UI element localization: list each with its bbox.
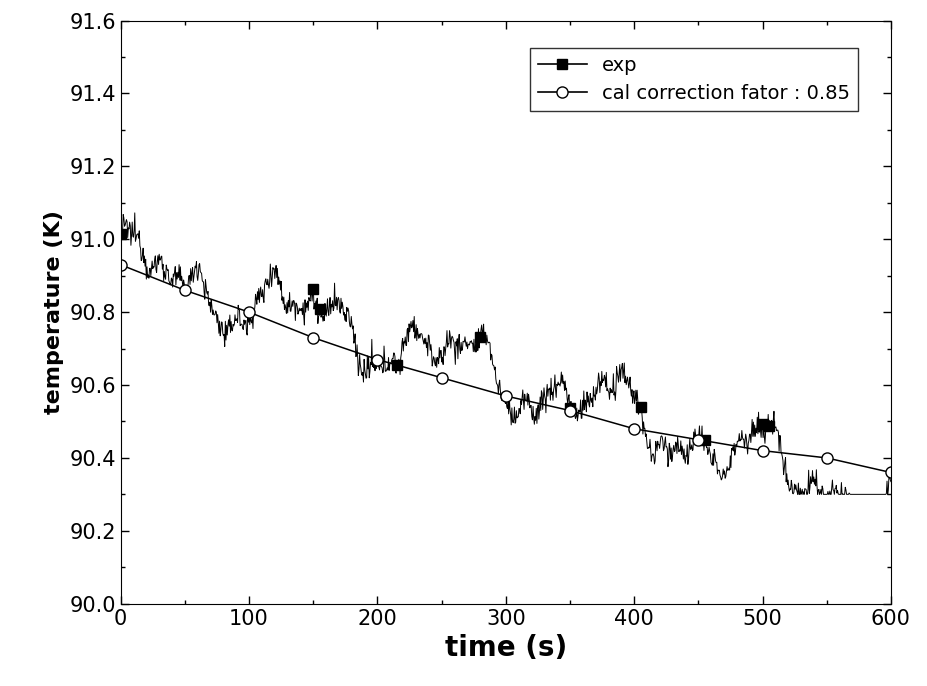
Y-axis label: temperature (K): temperature (K)	[44, 210, 64, 414]
exp	[115, 230, 126, 238]
exp	[307, 285, 319, 293]
exp	[756, 421, 768, 429]
exp	[313, 305, 324, 314]
exp	[763, 422, 774, 430]
exp	[698, 436, 709, 444]
exp	[634, 403, 645, 411]
X-axis label: time (s): time (s)	[444, 634, 566, 662]
exp	[564, 403, 575, 412]
exp	[474, 333, 485, 341]
Line: exp: exp	[116, 229, 773, 445]
exp	[390, 362, 401, 370]
Legend: exp, cal correction fator : 0.85: exp, cal correction fator : 0.85	[529, 48, 857, 111]
